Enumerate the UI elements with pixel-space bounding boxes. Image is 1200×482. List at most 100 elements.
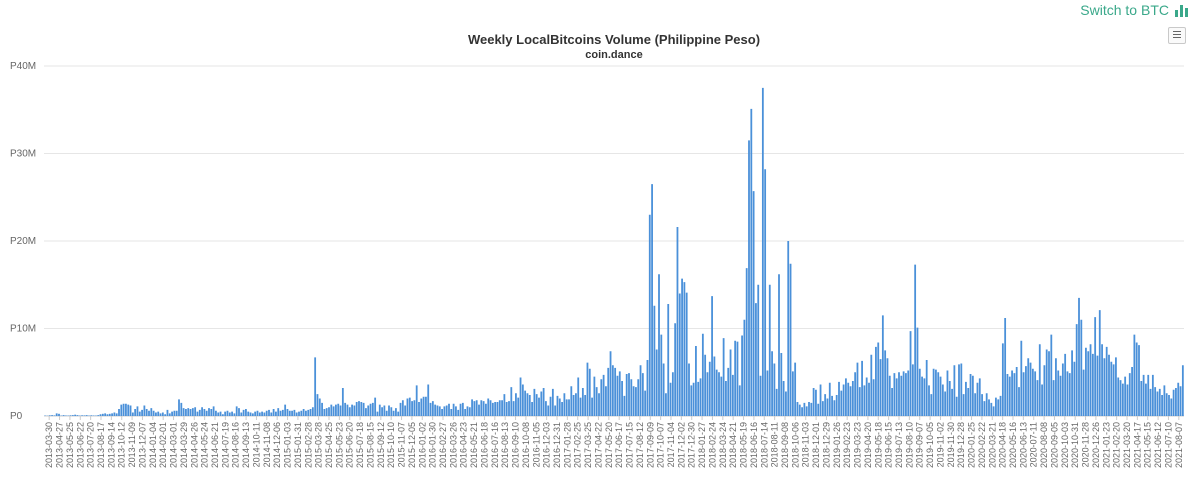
bar[interactable] <box>510 387 513 417</box>
bar[interactable] <box>685 292 688 417</box>
bar[interactable] <box>466 406 469 417</box>
bar[interactable] <box>831 395 833 417</box>
bar[interactable] <box>969 374 972 416</box>
bar[interactable] <box>71 415 74 417</box>
bar[interactable] <box>570 386 573 416</box>
bar[interactable] <box>928 385 930 417</box>
bar[interactable] <box>683 282 686 417</box>
bar[interactable] <box>688 363 690 417</box>
bar[interactable] <box>1149 388 1152 417</box>
bar[interactable] <box>644 390 647 417</box>
bar[interactable] <box>801 407 803 416</box>
bar[interactable] <box>554 405 557 417</box>
bar[interactable] <box>736 341 739 417</box>
bar[interactable] <box>198 409 201 417</box>
bar[interactable] <box>671 372 674 416</box>
bar[interactable] <box>1066 371 1069 417</box>
bar[interactable] <box>1094 317 1097 417</box>
bar[interactable] <box>1105 346 1108 417</box>
bar[interactable] <box>715 369 718 417</box>
bar[interactable] <box>376 411 379 417</box>
bar[interactable] <box>577 377 580 417</box>
bar[interactable] <box>127 404 130 417</box>
bar[interactable] <box>900 375 903 416</box>
bar[interactable] <box>785 391 787 417</box>
bar[interactable] <box>755 303 757 417</box>
bar[interactable] <box>817 403 820 416</box>
bar[interactable] <box>605 386 607 416</box>
bar[interactable] <box>83 415 86 416</box>
bar[interactable] <box>351 404 353 417</box>
bar[interactable] <box>62 415 65 417</box>
bar[interactable] <box>902 371 905 417</box>
bar[interactable] <box>1117 377 1120 417</box>
bar[interactable] <box>136 406 139 417</box>
bar[interactable] <box>235 406 238 417</box>
bar[interactable] <box>528 395 531 416</box>
bar[interactable] <box>478 404 480 417</box>
bar[interactable] <box>406 398 409 417</box>
bar[interactable] <box>1048 351 1050 416</box>
bar[interactable] <box>766 370 769 417</box>
bar[interactable] <box>118 409 120 416</box>
bar[interactable] <box>194 407 197 416</box>
bar[interactable] <box>658 274 660 416</box>
switch-to-btc-link[interactable]: Switch to BTC <box>1080 2 1188 18</box>
bar[interactable] <box>1135 342 1138 417</box>
bar[interactable] <box>441 409 443 416</box>
bar[interactable] <box>180 402 183 417</box>
bar[interactable] <box>750 108 753 417</box>
bar[interactable] <box>131 412 134 417</box>
bar[interactable] <box>385 410 388 416</box>
bar[interactable] <box>847 382 850 416</box>
bar[interactable] <box>254 411 257 417</box>
bar[interactable] <box>845 378 847 417</box>
bar[interactable] <box>461 402 464 417</box>
bar[interactable] <box>517 397 520 417</box>
bar[interactable] <box>953 365 956 416</box>
bar[interactable] <box>690 385 693 417</box>
bar[interactable] <box>787 241 790 416</box>
bar[interactable] <box>960 363 963 417</box>
bar[interactable] <box>321 402 323 417</box>
bar[interactable] <box>401 400 404 416</box>
bar[interactable] <box>452 403 455 416</box>
bar[interactable] <box>307 409 310 417</box>
bar[interactable] <box>330 404 333 417</box>
bar[interactable] <box>602 374 605 417</box>
bar[interactable] <box>775 388 778 417</box>
bar[interactable] <box>233 413 236 417</box>
bar[interactable] <box>771 351 773 416</box>
bar[interactable] <box>427 384 430 417</box>
bar[interactable] <box>1172 389 1175 416</box>
bar[interactable] <box>457 409 460 417</box>
bar[interactable] <box>549 396 552 416</box>
bar[interactable] <box>542 388 545 416</box>
bar[interactable] <box>581 388 584 416</box>
bar[interactable] <box>76 415 79 417</box>
bar[interactable] <box>129 405 132 417</box>
bar[interactable] <box>311 407 314 416</box>
bar[interactable] <box>1008 376 1011 417</box>
bar[interactable] <box>1055 358 1057 416</box>
bar[interactable] <box>381 407 383 416</box>
bar[interactable] <box>242 409 245 417</box>
bar[interactable] <box>247 411 250 417</box>
bar[interactable] <box>496 402 499 416</box>
bar[interactable] <box>1170 398 1173 417</box>
bar[interactable] <box>621 381 623 416</box>
bar[interactable] <box>293 409 296 417</box>
bar[interactable] <box>436 405 439 417</box>
bar[interactable] <box>245 409 247 416</box>
bar[interactable] <box>429 402 432 417</box>
bar[interactable] <box>371 402 374 417</box>
bar[interactable] <box>761 87 764 417</box>
bar[interactable] <box>196 411 199 417</box>
bar[interactable] <box>219 411 222 417</box>
bar[interactable] <box>863 385 866 417</box>
bar[interactable] <box>521 384 524 417</box>
bar[interactable] <box>115 413 118 417</box>
bar[interactable] <box>482 401 485 417</box>
bar[interactable] <box>808 402 810 416</box>
bar[interactable] <box>101 413 104 416</box>
